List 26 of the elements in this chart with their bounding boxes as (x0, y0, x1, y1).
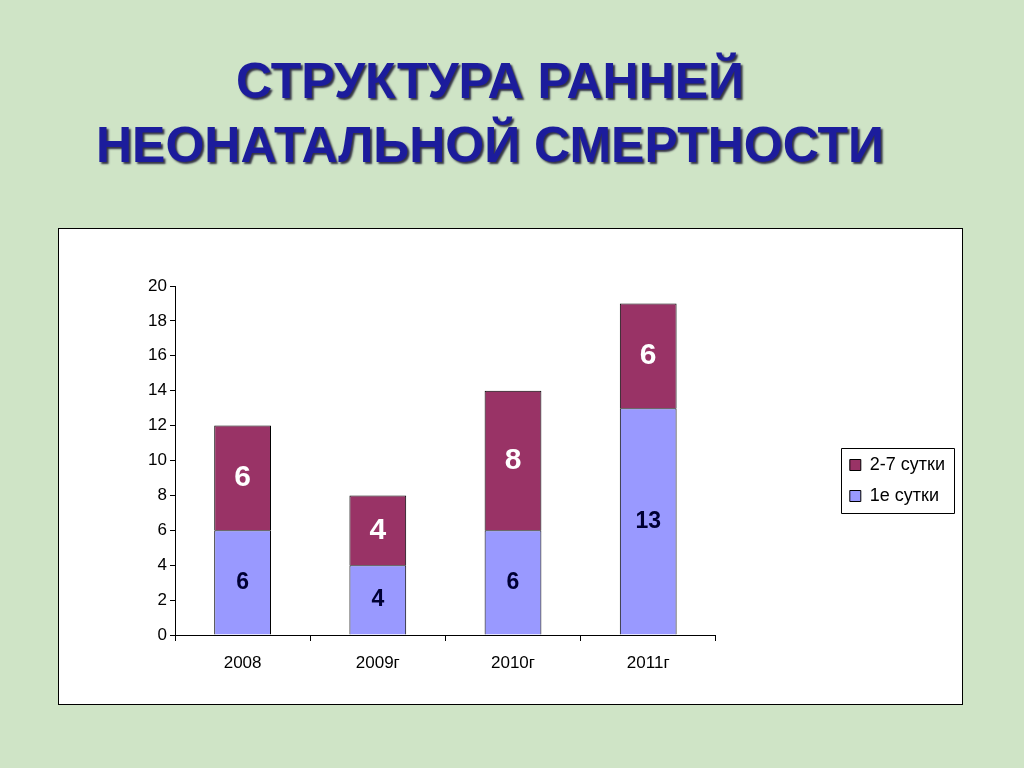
chart-title: СТРУКТУРА РАННЕЙ НЕОНАТАЛЬНОЙ СМЕРТНОСТИ (94, 51, 886, 175)
legend-label: 2-7 сутки (869, 453, 946, 474)
x-tick-label: 2010г (490, 652, 536, 672)
y-tick-label: 4 (157, 554, 167, 574)
y-tick-label: 20 (148, 275, 167, 295)
y-tick-label: 0 (157, 624, 167, 644)
y-tick-label: 6 (157, 519, 167, 539)
legend-label: 1е сутки (869, 484, 940, 505)
data-label: 4 (371, 585, 385, 612)
y-tick-label: 2 (157, 589, 167, 609)
data-label: 13 (635, 506, 662, 533)
y-tick-label: 12 (148, 415, 167, 435)
x-tick-label: 2008 (223, 652, 262, 672)
y-tick-label: 14 (148, 380, 167, 400)
x-tick-label: 2009г (355, 652, 400, 672)
y-tick-label: 10 (148, 450, 167, 470)
data-label: 6 (234, 459, 251, 493)
y-tick-label: 8 (157, 485, 167, 505)
data-label: 6 (639, 337, 657, 371)
data-label: 6 (236, 567, 249, 594)
x-tick-label: 2011г (626, 652, 670, 672)
y-tick-label: 18 (148, 310, 167, 330)
y-tick-label: 16 (148, 345, 167, 365)
data-label: 8 (504, 441, 522, 475)
data-label: 6 (506, 567, 520, 594)
data-label: 4 (369, 511, 387, 545)
